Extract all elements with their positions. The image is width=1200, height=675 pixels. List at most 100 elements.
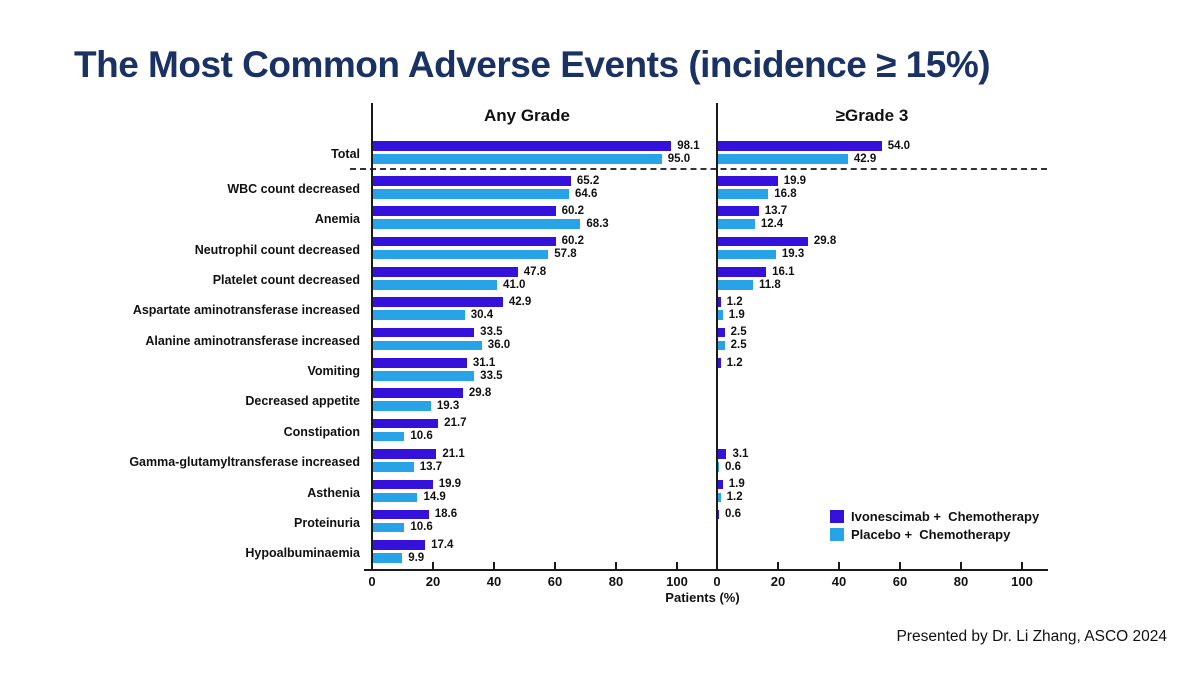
axis-tick — [1021, 562, 1023, 570]
category-label: Platelet count decreased — [212, 273, 360, 288]
axis-tick — [615, 562, 617, 570]
bar-grade3-placebo — [717, 189, 769, 199]
axis-tick — [716, 562, 718, 570]
value-label: 68.3 — [586, 217, 609, 230]
axis-tick — [676, 562, 678, 570]
axis-tick — [899, 562, 901, 570]
bar-any_grade-placebo — [372, 249, 549, 260]
value-label: 42.9 — [853, 152, 877, 165]
value-label: 1.2 — [726, 295, 743, 308]
bar-any_grade-placebo — [372, 401, 431, 411]
bar-any_grade-ivonescimab — [372, 540, 426, 550]
value-label: 11.8 — [758, 278, 781, 291]
bar-grade3-placebo — [717, 249, 776, 260]
legend-item-ivonescimab: Ivonescimab + Chemotherapy — [830, 509, 1039, 524]
axis-tick — [777, 562, 779, 570]
bar-grade3-placebo — [717, 310, 723, 320]
category-label: WBC count decreased — [227, 182, 360, 196]
axis-tick-label: 40 — [831, 574, 847, 589]
chart-legend: Ivonescimab + Chemotherapy Placebo + Che… — [830, 509, 1039, 545]
value-label: 1.2 — [726, 356, 743, 369]
category-label: Hypoalbuminaemia — [245, 546, 360, 561]
value-label: 12.4 — [760, 217, 784, 230]
bar-any_grade-placebo — [372, 462, 414, 472]
bar-any_grade-placebo — [372, 371, 475, 381]
bar-grade3-ivonescimab — [717, 267, 767, 277]
value-label: 19.3 — [436, 399, 460, 412]
value-label: 2.5 — [730, 326, 747, 339]
attribution-text: Presented by Dr. Li Zhang, ASCO 2024 — [896, 628, 1167, 645]
value-label: 17.4 — [431, 538, 454, 551]
bar-any_grade-ivonescimab — [372, 176, 571, 186]
value-label: 33.5 — [480, 369, 503, 382]
category-label: Decreased appetite — [245, 394, 360, 409]
value-label: 13.7 — [764, 204, 788, 217]
bar-grade3-placebo — [717, 280, 753, 290]
x-axis-line — [364, 569, 1048, 571]
value-label: 36.0 — [487, 339, 511, 352]
category-label: Total — [331, 147, 360, 161]
value-label: 16.8 — [774, 187, 797, 200]
category-label: Anemia — [314, 212, 360, 227]
axis-tick-label: 80 — [953, 574, 969, 589]
legend-label-ivonescimab: Ivonescimab + Chemotherapy — [851, 509, 1040, 524]
value-label: 19.3 — [781, 248, 805, 261]
category-label: Proteinuria — [294, 515, 360, 530]
axis-tick-label: 100 — [666, 574, 688, 589]
bar-any_grade-ivonescimab — [372, 297, 503, 307]
value-label: 0.6 — [725, 460, 741, 473]
bar-grade3-ivonescimab — [717, 509, 719, 520]
bar-any_grade-ivonescimab — [372, 449, 437, 459]
bar-any_grade-ivonescimab — [372, 509, 429, 520]
value-label: 42.9 — [508, 295, 532, 308]
axis-tick — [371, 562, 373, 570]
bar-any_grade-placebo — [372, 522, 405, 533]
value-label: 19.9 — [438, 478, 462, 490]
bar-any_grade-ivonescimab — [372, 206, 556, 216]
value-label: 16.1 — [772, 265, 795, 278]
axis-tick — [432, 562, 434, 570]
axis-tick-label: 20 — [425, 574, 441, 589]
bar-grade3-ivonescimab — [717, 358, 721, 368]
bar-grade3-placebo — [717, 340, 725, 351]
axis-tick-label: 0 — [713, 574, 721, 589]
bar-grade3-ivonescimab — [717, 479, 723, 489]
bar-any_grade-ivonescimab — [372, 267, 518, 277]
bar-any_grade-ivonescimab — [372, 479, 433, 489]
bar-grade3-ivonescimab — [717, 206, 759, 216]
category-label: Gamma-glutamyltransferase increased — [129, 455, 360, 470]
value-label: 95.0 — [667, 152, 691, 165]
category-label: Neutrophil count decreased — [194, 242, 360, 257]
axis-tick-label: 100 — [1011, 574, 1033, 589]
axis-tick — [960, 562, 962, 570]
bar-any_grade-placebo — [372, 154, 662, 164]
value-label: 29.8 — [468, 386, 492, 399]
value-label: 30.4 — [470, 308, 494, 321]
value-label: 10.6 — [410, 430, 433, 443]
axis-tick-label: 20 — [770, 574, 786, 589]
bar-grade3-ivonescimab — [717, 327, 725, 338]
value-label: 33.5 — [480, 326, 503, 339]
axis-tick — [838, 562, 840, 570]
category-label: Constipation — [283, 424, 360, 439]
legend-item-placebo: Placebo + Chemotherapy — [830, 527, 1039, 542]
value-label: 18.6 — [434, 508, 458, 521]
bar-any_grade-ivonescimab — [372, 418, 439, 429]
panel-header-grade3: ≥Grade 3 — [835, 106, 909, 125]
bar-grade3-placebo — [717, 219, 755, 229]
bar-any_grade-ivonescimab — [372, 388, 463, 398]
bar-grade3-ivonescimab — [717, 297, 721, 307]
bar-any_grade-ivonescimab — [372, 327, 475, 338]
value-label: 47.8 — [523, 265, 547, 278]
bar-grade3-ivonescimab — [717, 141, 882, 151]
bar-any_grade-placebo — [372, 189, 570, 199]
bar-any_grade-ivonescimab — [372, 358, 467, 368]
legend-label-placebo: Placebo + Chemotherapy — [851, 527, 1011, 542]
total-separator-line — [350, 168, 1047, 170]
value-label: 13.7 — [419, 460, 443, 473]
bar-grade3-ivonescimab — [717, 176, 778, 186]
bar-grade3-ivonescimab — [717, 236, 808, 247]
value-label: 1.9 — [728, 478, 745, 490]
